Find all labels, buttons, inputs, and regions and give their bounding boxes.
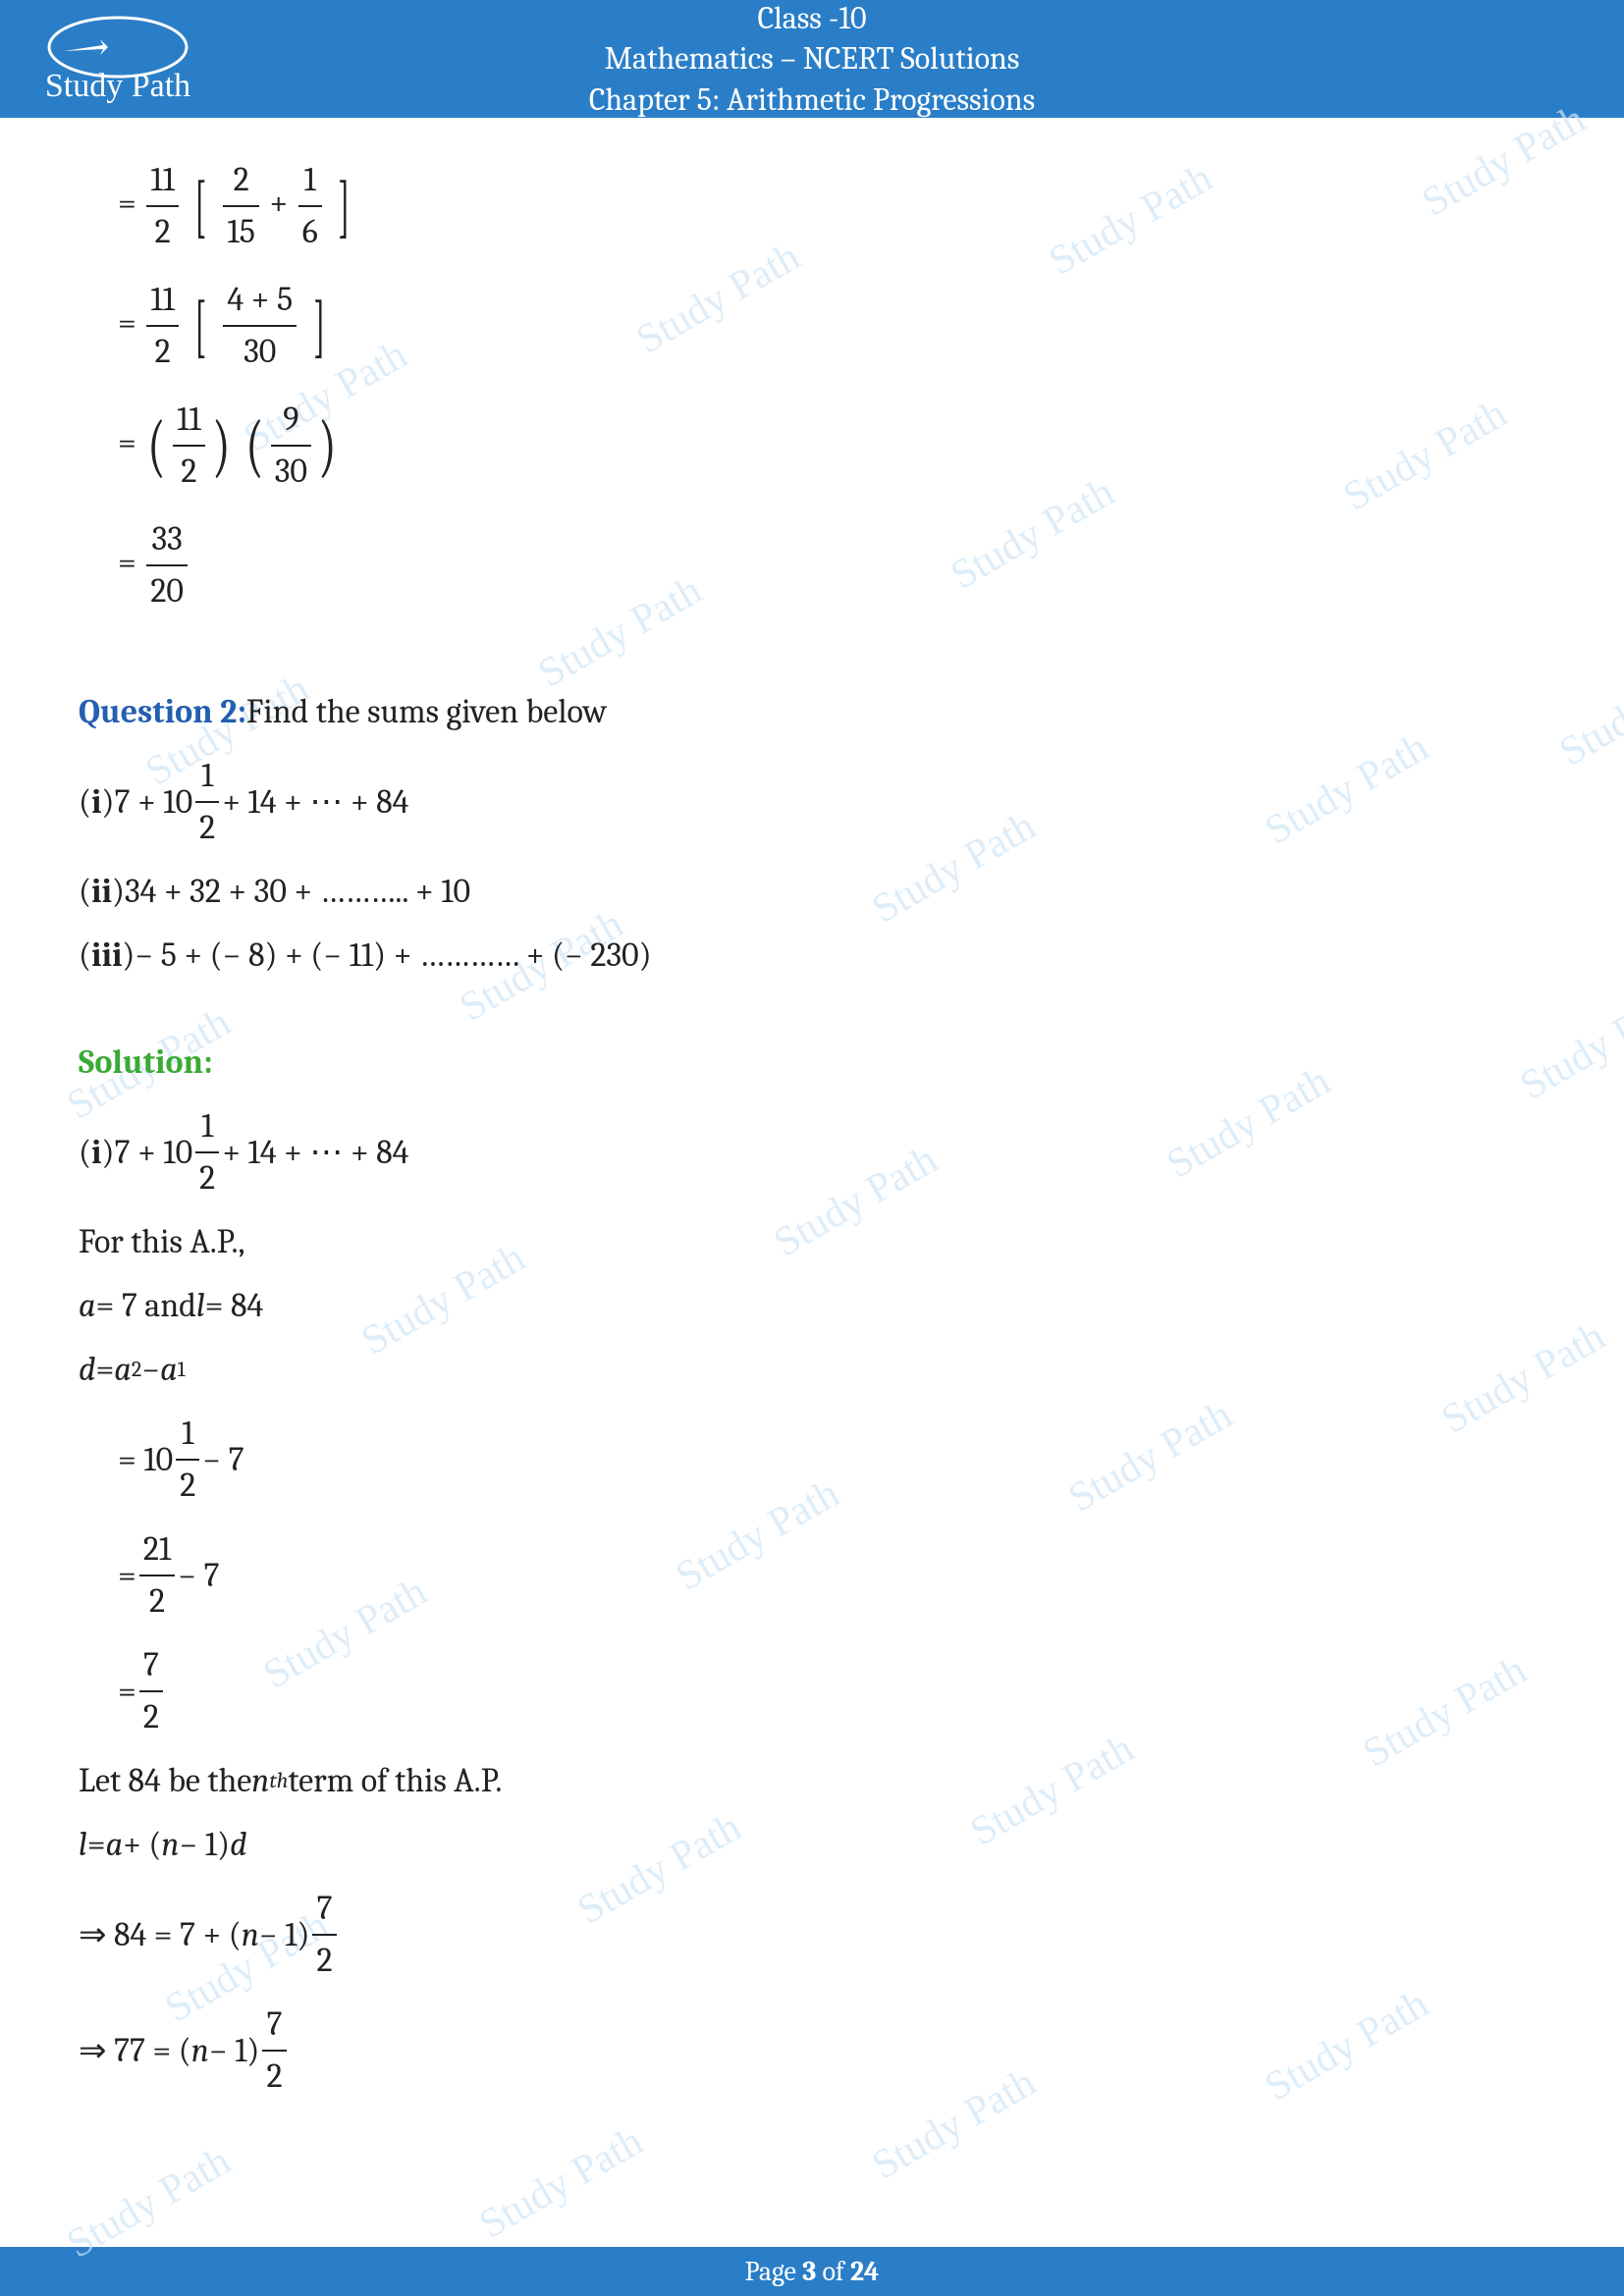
watermark: Study Path <box>471 2117 651 2248</box>
footer-page: 3 <box>802 2256 816 2287</box>
sol-l-eq: l = a + (n − 1)d <box>79 1820 1545 1870</box>
page-footer: Page 3 of 24 <box>0 2247 1624 2296</box>
sol-ap-line: For this A.P., <box>79 1217 1545 1267</box>
q2-part-iii: (iii) − 5 + (− 8) + (− 11) + ………… + (− 2… <box>79 931 1545 981</box>
sol-d-line1: d = a2 − a1 <box>79 1345 1545 1395</box>
sol-i-series: (i) 7 + 10 12 + 14 + ⋯ + 84 <box>79 1101 1545 1203</box>
eq-step1: = 112 [ 215 + 16 ] <box>118 155 1545 257</box>
footer-total: 24 <box>850 2256 880 2287</box>
page-content: = 112 [ 215 + 16 ] = 112 [ 4 + 530 ] = (… <box>0 118 1624 2102</box>
question-text: Find the sums given below <box>246 687 607 737</box>
eq-step3: = (112) (930) <box>118 395 1545 497</box>
header-text-block: Class -10 Mathematics – NCERT Solutions … <box>0 0 1624 120</box>
study-path-logo: Study Path <box>29 10 206 108</box>
page-header: Study Path Class -10 Mathematics – NCERT… <box>0 0 1624 118</box>
eq-step4: = 3320 <box>118 514 1545 616</box>
question-2-heading: Question 2: Find the sums given below <box>79 687 1545 737</box>
header-subject: Mathematics – NCERT Solutions <box>0 38 1624 80</box>
sol-a-l-line: a = 7 and l = 84 <box>79 1281 1545 1331</box>
question-label: Question 2: <box>79 687 246 737</box>
sol-nth-line: Let 84 be the nth term of this A.P. <box>79 1756 1545 1806</box>
eq-step2: = 112 [ 4 + 530 ] <box>118 275 1545 377</box>
sol-d-line4: = 72 <box>79 1640 1545 1742</box>
header-class: Class -10 <box>0 0 1624 38</box>
q2-part-ii: (ii) 34 + 32 + 30 + ……….. + 10 <box>79 867 1545 917</box>
footer-pre: Page <box>744 2256 802 2287</box>
sol-imp1: ⇒ 84 = 7 + (n − 1) 72 <box>79 1884 1545 1986</box>
header-chapter: Chapter 5: Arithmetic Progressions <box>0 80 1624 121</box>
q2-part-i: (i) 7 + 10 12 + 14 + ⋯ + 84 <box>79 751 1545 853</box>
solution-heading: Solution: <box>79 1038 1545 1088</box>
footer-mid: of <box>816 2256 850 2287</box>
logo-text: Study Path <box>45 68 190 104</box>
sol-d-line3: = 212 − 7 <box>79 1524 1545 1627</box>
sol-imp2: ⇒ 77 = (n − 1) 72 <box>79 2000 1545 2102</box>
sol-d-line2: = 10 12 − 7 <box>79 1409 1545 1511</box>
solution-label: Solution: <box>79 1038 213 1088</box>
